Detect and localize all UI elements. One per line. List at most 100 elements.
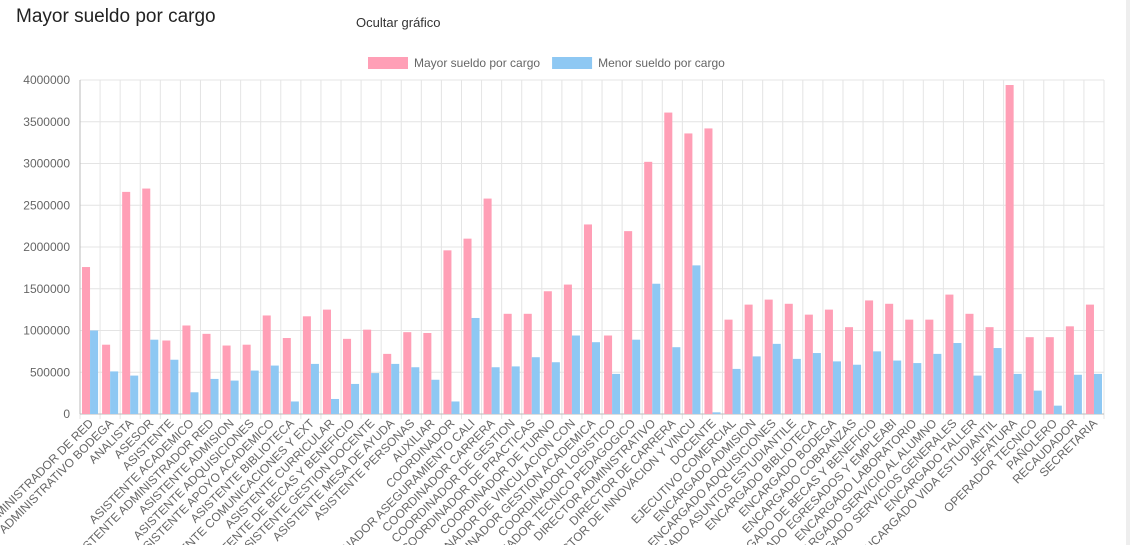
bar <box>812 353 821 414</box>
bar <box>411 367 420 414</box>
bar <box>190 392 199 414</box>
bar <box>824 309 833 414</box>
bar <box>202 333 211 414</box>
y-tick-label: 1500000 <box>23 282 70 296</box>
bar <box>985 327 994 414</box>
legend-label: Menor sueldo por cargo <box>598 56 725 70</box>
bar <box>1013 373 1022 414</box>
bar <box>724 319 733 414</box>
bar <box>692 265 701 414</box>
bar <box>431 379 440 414</box>
bar <box>170 359 179 414</box>
bar <box>893 360 902 414</box>
y-tick-label: 2000000 <box>23 240 70 254</box>
bar <box>483 198 492 414</box>
bar <box>523 313 532 414</box>
bar <box>913 363 922 414</box>
bar <box>423 333 432 414</box>
bar <box>110 371 119 414</box>
bar <box>832 361 841 414</box>
bar <box>632 339 641 414</box>
bar <box>1085 304 1094 414</box>
bar <box>451 401 460 414</box>
y-tick-label: 0 <box>63 407 70 421</box>
bar <box>322 309 331 414</box>
bar <box>551 362 560 414</box>
bar <box>612 373 621 414</box>
bar <box>652 283 661 414</box>
bar <box>503 313 512 414</box>
bar <box>993 348 1002 414</box>
y-tick-label: 500000 <box>30 365 70 379</box>
bar <box>933 353 942 414</box>
bar <box>162 340 171 414</box>
bar <box>250 370 259 414</box>
bar <box>684 133 693 414</box>
bar <box>1073 374 1082 414</box>
page-title: Mayor sueldo por cargo <box>16 6 216 27</box>
bar <box>604 335 613 414</box>
bar <box>230 380 239 414</box>
bar <box>511 366 520 414</box>
bar <box>583 224 592 414</box>
legend: Mayor sueldo por cargo Menor sueldo por c… <box>368 56 725 70</box>
bar <box>262 315 271 414</box>
bar <box>873 351 882 414</box>
bar <box>1025 337 1034 414</box>
bar <box>563 284 572 414</box>
bar <box>343 338 352 414</box>
toggle-chart-button[interactable]: Ocultar gráfico <box>356 15 441 30</box>
bar <box>150 339 159 414</box>
bar <box>752 356 761 414</box>
bar <box>953 343 962 414</box>
bar <box>712 412 721 414</box>
bar <box>310 363 319 414</box>
bar <box>531 357 540 414</box>
bar <box>122 191 131 414</box>
bar <box>764 299 773 414</box>
bar <box>905 319 914 414</box>
bar <box>383 353 392 414</box>
y-tick-label: 1000000 <box>23 324 70 338</box>
bar <box>302 316 311 414</box>
bar <box>491 367 500 414</box>
bar <box>351 383 360 414</box>
bar <box>704 128 713 414</box>
bar <box>644 161 653 414</box>
bar <box>142 188 151 414</box>
y-tick-label: 4000000 <box>23 73 70 87</box>
bar <box>222 345 231 414</box>
bar <box>403 332 412 414</box>
bar <box>772 343 781 414</box>
bar <box>784 303 793 414</box>
bar <box>443 250 452 414</box>
bar <box>270 365 279 414</box>
bar <box>592 342 601 414</box>
bar <box>282 338 291 414</box>
legend-swatch <box>368 57 408 69</box>
bar <box>182 325 191 414</box>
bar <box>471 317 480 414</box>
bar <box>844 327 854 414</box>
bar <box>945 294 954 414</box>
bar <box>885 303 894 414</box>
bar <box>853 364 862 414</box>
bar <box>664 112 673 414</box>
bar <box>1053 405 1062 414</box>
y-tick-label: 3000000 <box>23 157 70 171</box>
bar <box>463 238 472 414</box>
bar <box>792 358 801 414</box>
bar <box>82 267 91 414</box>
bar <box>210 378 219 414</box>
bar <box>363 329 372 414</box>
bar <box>1093 373 1102 414</box>
bar <box>130 375 139 414</box>
bar <box>543 291 552 414</box>
bar <box>804 314 813 414</box>
bar <box>624 231 633 414</box>
bar <box>371 373 380 414</box>
bar <box>925 319 934 414</box>
legend-swatch <box>552 57 593 69</box>
